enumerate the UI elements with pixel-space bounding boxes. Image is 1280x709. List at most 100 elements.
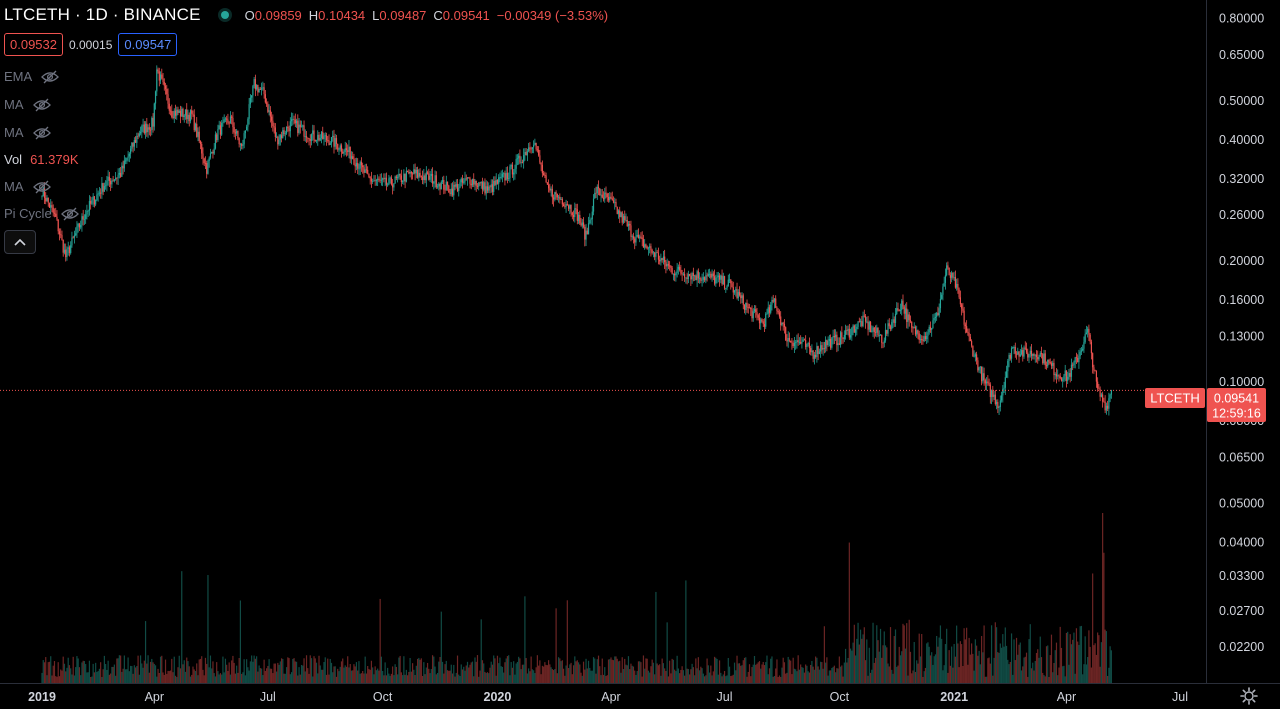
volume-bar — [335, 676, 338, 683]
volume-bar — [475, 661, 477, 683]
volume-bar — [610, 657, 612, 683]
indicator-ma-1[interactable]: MA — [4, 97, 52, 112]
market-status-dot-icon[interactable] — [220, 11, 229, 19]
candle — [695, 274, 697, 281]
eye-off-icon[interactable] — [32, 180, 52, 194]
candle — [922, 335, 924, 345]
candle — [75, 227, 77, 237]
volume-bar — [846, 662, 848, 683]
volume-bar — [1007, 659, 1009, 683]
indicator-ma-2[interactable]: MA — [4, 125, 52, 140]
buy-price-button[interactable]: 0.09547 — [118, 33, 178, 56]
time-axis[interactable]: 2019 Apr Jul Oct 2020 Apr Jul Oct 2021 Apr Jul — [28, 690, 1188, 704]
indicator-pi-cycle[interactable]: Pi Cycle — [4, 206, 80, 221]
candle — [1020, 344, 1023, 356]
volume-bar — [676, 655, 678, 683]
volume-bar — [1057, 675, 1059, 683]
candle — [977, 357, 979, 373]
price-tick-label: 0.26000 — [1219, 208, 1264, 222]
indicator-volume[interactable]: Vol 61.379K — [4, 152, 79, 167]
volume-bar — [328, 674, 330, 683]
candle — [1109, 393, 1111, 403]
sell-price-button[interactable]: 0.09532 — [4, 33, 63, 56]
volume-bar — [541, 665, 543, 683]
volume-bar — [665, 670, 667, 683]
volume-bar — [655, 591, 657, 683]
candle — [631, 234, 633, 241]
volume-bar — [645, 658, 647, 683]
volume-bar — [75, 667, 77, 683]
candle — [635, 230, 637, 246]
candle — [445, 175, 447, 191]
candle — [666, 258, 668, 271]
volume-bar — [78, 667, 81, 683]
volume-bar — [368, 668, 370, 683]
volume-bar — [751, 667, 753, 683]
volume-bar — [152, 662, 154, 683]
volume-bar — [244, 675, 246, 683]
candle — [550, 186, 552, 197]
candle — [169, 106, 172, 116]
volume-bar — [294, 661, 296, 683]
volume-bar — [987, 658, 989, 683]
volume-bar — [947, 672, 949, 683]
gear-icon[interactable] — [1240, 687, 1258, 705]
volume-bar — [231, 660, 233, 683]
volume-bar — [907, 675, 909, 683]
eye-off-icon[interactable] — [60, 207, 80, 221]
candle — [949, 272, 952, 285]
indicator-name: MA — [4, 97, 24, 112]
candle — [263, 83, 265, 99]
eye-off-icon[interactable] — [40, 70, 60, 84]
volume-bar — [192, 666, 194, 683]
volume-bar — [357, 670, 359, 683]
candle — [848, 323, 850, 340]
price-tick-label: 0.10000 — [1219, 375, 1264, 389]
candle — [551, 184, 553, 205]
volume-bar — [853, 624, 855, 683]
volume-bar — [1010, 633, 1013, 683]
volume-bar — [317, 673, 319, 683]
indicator-ma-3[interactable]: MA — [4, 179, 52, 194]
candle — [111, 178, 113, 189]
candle — [309, 134, 311, 148]
candle — [866, 316, 868, 324]
candle — [670, 264, 672, 273]
volume-bar — [778, 675, 781, 683]
candle — [1072, 362, 1074, 371]
candle — [480, 181, 482, 189]
volume-bar — [731, 675, 733, 683]
volume-bar — [248, 670, 250, 683]
price-tick-label: 0.06500 — [1219, 451, 1264, 465]
volume-bar — [184, 671, 187, 683]
candle — [327, 136, 329, 143]
volume-bar — [132, 673, 134, 683]
candle — [701, 273, 703, 287]
volume-bar — [382, 670, 384, 683]
candle — [923, 331, 925, 343]
candle — [248, 97, 250, 125]
volume-bar — [269, 668, 271, 683]
candle — [277, 135, 279, 150]
volume-bar — [41, 672, 43, 683]
candle — [679, 261, 681, 272]
candle — [283, 127, 285, 137]
volume-bar — [931, 652, 933, 683]
volume-bar — [337, 668, 339, 683]
candle — [861, 316, 863, 328]
price-tick-label: 0.50000 — [1219, 94, 1264, 108]
candle — [897, 302, 899, 312]
volume-bar — [948, 650, 950, 683]
open-label: O — [244, 7, 255, 23]
volume-bar — [364, 656, 366, 683]
candle — [1082, 344, 1084, 352]
collapse-legend-button[interactable] — [4, 230, 36, 254]
indicator-ema[interactable]: EMA — [4, 69, 60, 84]
candle — [795, 339, 797, 350]
eye-off-icon[interactable] — [32, 126, 52, 140]
symbol-title[interactable]: LTCETH · 1D · BINANCE — [4, 5, 201, 25]
volume-bar — [776, 659, 778, 683]
eye-off-icon[interactable] — [32, 98, 52, 112]
volume-bar — [365, 673, 368, 683]
